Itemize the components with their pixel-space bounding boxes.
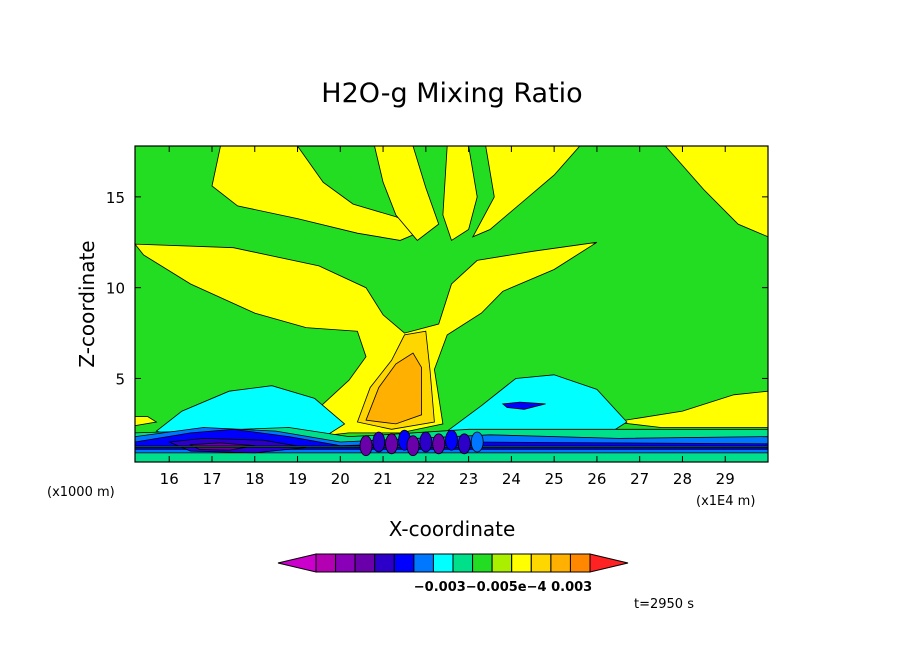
colorbar: [277, 553, 629, 573]
convective-cell-9: [470, 431, 484, 453]
x-tick-label: 26: [587, 470, 606, 488]
x-axis-unit-label: (x1E4 m): [696, 494, 755, 509]
convective-cell-0: [359, 435, 373, 457]
y-tick-label: 5: [115, 370, 125, 388]
convective-cell-2: [385, 433, 399, 455]
colorbar-swatch: [432, 553, 454, 573]
colorbar-swatch: [530, 553, 552, 573]
contour-region-4: [472, 145, 581, 238]
chart-title: H2O-g Mixing Ratio: [321, 78, 582, 109]
colorbar-swatch: [550, 553, 572, 573]
x-tick-label: 20: [331, 470, 350, 488]
colorbar-swatch: [511, 553, 532, 573]
convective-cell-5: [419, 431, 433, 453]
colorbar-swatch: [569, 553, 591, 573]
y-axis-unit-label: (x1000 m): [47, 485, 115, 500]
x-tick-label: 24: [502, 470, 521, 488]
y-axis: 5 10 15: [106, 189, 768, 388]
colorbar-high-arrow: [589, 553, 629, 573]
colorbar-swatch: [413, 553, 434, 573]
x-tick-label: 16: [160, 470, 179, 488]
x-tick-label: 25: [545, 470, 564, 488]
contour-region-2: [373, 145, 440, 241]
x-tick-label: 17: [202, 470, 221, 488]
x-tick-label: 27: [630, 470, 649, 488]
colorbar-low-arrow: [277, 553, 317, 573]
convective-cell-4: [406, 435, 420, 457]
colorbar-tick-labels: −0.003−0.005e−4 0.003: [414, 580, 592, 595]
plot-area: [134, 145, 769, 463]
y-axis-label: Z-coordinate: [75, 240, 99, 367]
y-tick-label: 15: [106, 189, 125, 207]
x-tick-label: 19: [288, 470, 307, 488]
y-tick-label: 10: [106, 280, 125, 298]
x-tick-label: 28: [673, 470, 692, 488]
time-label: t=2950 s: [634, 597, 694, 612]
x-tick-label: 22: [416, 470, 435, 488]
x-tick-label: 21: [374, 470, 393, 488]
convective-cell-6: [432, 433, 446, 455]
convective-cell-8: [457, 433, 471, 455]
colorbar-swatch: [354, 553, 376, 573]
contour-region-18: [501, 401, 546, 410]
colorbar-swatch: [472, 553, 493, 573]
colorbar-swatch: [374, 553, 395, 573]
plot-frame: [134, 145, 769, 463]
colorbar-swatch: [335, 553, 356, 573]
colorbar-swatch: [315, 553, 337, 573]
contour-region-0: [134, 241, 598, 438]
colorbar-swatch: [491, 553, 513, 573]
x-axis: 16 17 18 19 20 21 22 23 24 25 26 27 28 29: [160, 146, 735, 488]
convective-cell-1: [372, 431, 386, 453]
contour-region-9: [365, 352, 422, 425]
colorbar-swatch: [452, 553, 474, 573]
x-axis-label: X-coordinate: [389, 517, 516, 541]
x-tick-label: 18: [245, 470, 264, 488]
x-tick-label: 23: [459, 470, 478, 488]
convective-cell-7: [445, 429, 458, 451]
colorbar-swatch: [393, 553, 415, 573]
x-tick-label: 29: [716, 470, 735, 488]
